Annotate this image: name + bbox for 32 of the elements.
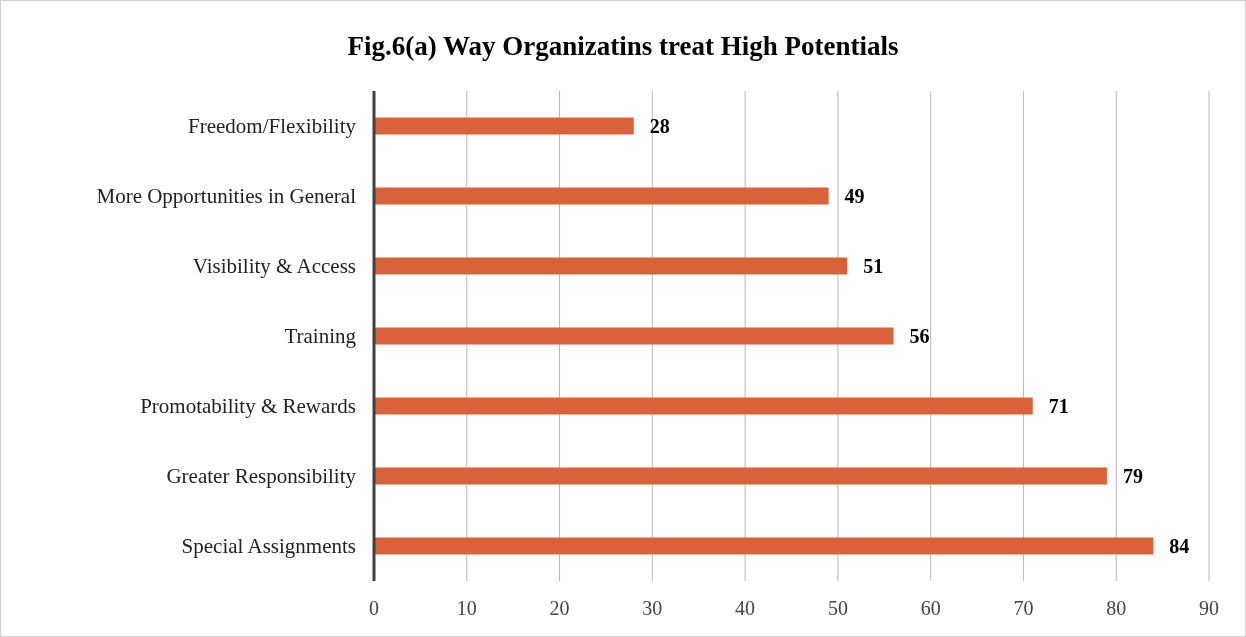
data-label: 28: [649, 115, 670, 138]
x-tick-label: 30: [642, 597, 663, 620]
data-label: 71: [1048, 395, 1069, 418]
y-tick-label: Special Assignments: [181, 534, 356, 559]
y-tick-label: Visibility & Access: [192, 254, 356, 279]
data-label: 51: [863, 255, 884, 278]
x-tick-label: 60: [920, 597, 941, 620]
chart-title: Fig.6(a) Way Organizatins treat High Potentials: [346, 31, 900, 62]
x-tick-label: 0: [369, 597, 379, 620]
y-tick-label: Freedom/Flexibility: [188, 114, 357, 139]
bar: [374, 187, 829, 205]
y-tick-label: Greater Responsibility: [166, 464, 357, 489]
y-tick-label: Training: [284, 324, 357, 349]
y-tick-label: Promotability & Rewards: [140, 394, 356, 419]
x-tick-label: 90: [1199, 597, 1219, 620]
bar: [374, 397, 1033, 415]
x-tick-label: 50: [827, 597, 848, 620]
bar: [374, 117, 634, 135]
x-tick-label: 10: [456, 597, 477, 620]
data-label: 49: [844, 185, 865, 208]
x-tick-label: 80: [1106, 597, 1127, 620]
data-label: 56: [909, 325, 930, 348]
bar: [374, 327, 894, 345]
x-tick-label: 40: [735, 597, 756, 620]
y-tick-label: More Opportunities in General: [96, 184, 357, 209]
x-tick-label: 20: [549, 597, 570, 620]
bar: [374, 467, 1107, 485]
data-label: 84: [1169, 535, 1190, 558]
data-label: 79: [1122, 465, 1143, 488]
bar: [374, 257, 848, 275]
bar: [374, 537, 1154, 555]
x-tick-label: 70: [1013, 597, 1034, 620]
